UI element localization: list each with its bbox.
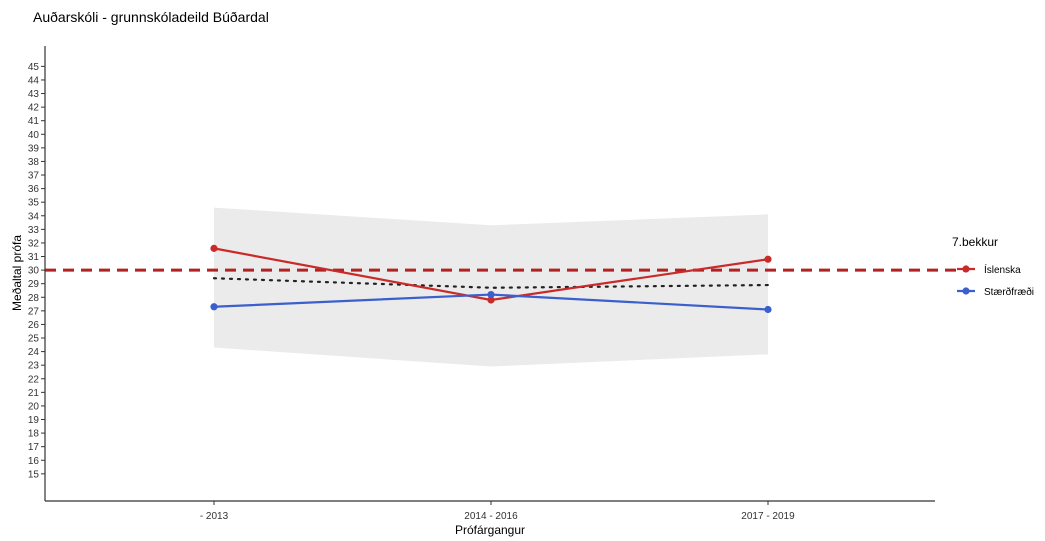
y-tick-label: 45 xyxy=(28,62,40,73)
y-tick-label: 31 xyxy=(28,252,40,263)
y-tick-label: 22 xyxy=(28,374,40,385)
confidence-band xyxy=(214,207,768,367)
x-tick-label: 2014 - 2016 xyxy=(464,511,518,522)
y-tick-label: 34 xyxy=(28,211,40,222)
legend-title: 7.bekkur xyxy=(952,235,998,249)
legend-items: Íslenska Stærðfræði xyxy=(957,263,1034,298)
data-point xyxy=(487,296,495,304)
y-tick-label: 40 xyxy=(28,130,40,141)
data-point xyxy=(764,305,772,314)
y-tick-label: 42 xyxy=(28,103,40,114)
y-tick-label: 32 xyxy=(28,238,40,249)
y-tick-label: 29 xyxy=(28,279,40,290)
legend-marker xyxy=(962,287,970,295)
y-tick-label: 37 xyxy=(28,171,40,182)
y-tick-label: 19 xyxy=(28,415,40,426)
y-tick-label: 26 xyxy=(28,320,40,331)
y-axis-ticks: 15 16 17 18 19 20 21 22 23 24 25 26 27 28 29 30 31 32 33 34… xyxy=(28,62,45,480)
y-tick-label: 23 xyxy=(28,361,40,372)
y-tick-label: 15 xyxy=(28,469,40,480)
y-tick-label: 33 xyxy=(28,225,40,236)
y-tick-label: 44 xyxy=(28,75,40,86)
y-tick-label: 18 xyxy=(28,429,40,440)
x-axis-ticks: - 2013 2014 - 2016 2017 - 2019 xyxy=(200,501,795,522)
y-tick-label: 43 xyxy=(28,89,40,100)
y-tick-label: 28 xyxy=(28,293,40,304)
series-layer xyxy=(210,244,772,314)
y-tick-label: 41 xyxy=(28,116,40,127)
x-tick-label: 2017 - 2019 xyxy=(741,511,795,522)
data-point xyxy=(210,303,218,311)
confidence-band-layer xyxy=(214,207,768,367)
chart-title: Auðarskóli - grunnskóladeild Búðardal xyxy=(33,9,269,25)
y-tick-label: 21 xyxy=(28,388,40,399)
legend-label: Íslenska xyxy=(984,263,1021,276)
legend: 7.bekkur Íslenska Stærðfræði xyxy=(952,235,1034,298)
y-tick-label: 36 xyxy=(28,184,40,195)
y-tick-label: 17 xyxy=(28,442,40,453)
data-point xyxy=(487,290,495,299)
y-tick-label: 30 xyxy=(28,266,40,277)
legend-marker xyxy=(962,265,970,273)
legend-label: Stærðfræði xyxy=(984,286,1034,298)
data-point xyxy=(764,255,772,263)
data-point xyxy=(210,244,218,252)
x-tick-label: - 2013 xyxy=(200,511,229,522)
y-tick-label: 39 xyxy=(28,143,40,154)
y-tick-label: 25 xyxy=(28,334,40,345)
y-tick-label: 35 xyxy=(28,198,40,209)
y-tick-label: 20 xyxy=(28,401,40,412)
x-axis-title: Prófárgangur xyxy=(455,523,525,537)
y-tick-label: 27 xyxy=(28,306,40,317)
y-tick-label: 16 xyxy=(28,456,40,467)
y-axis-title: Meðaltal prófa xyxy=(10,235,24,311)
y-tick-label: 38 xyxy=(28,157,40,168)
y-tick-label: 24 xyxy=(28,347,40,358)
